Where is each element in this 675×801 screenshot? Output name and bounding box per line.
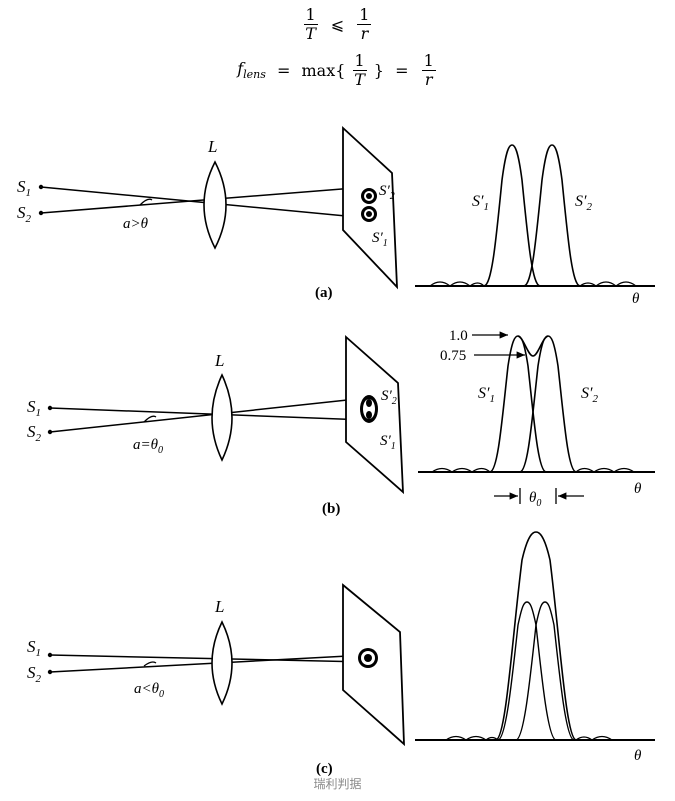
source2-label: S2 (17, 203, 32, 225)
fraction-arg: 1 T (352, 51, 367, 89)
lhs-denominator: T (305, 24, 316, 43)
lens (203, 160, 227, 250)
equals-2: = (395, 61, 409, 80)
curve1-label: S′1 (478, 385, 495, 405)
curve2 (523, 144, 581, 287)
airy-images (358, 648, 378, 668)
summed-curve (495, 531, 577, 741)
airy-images (361, 188, 377, 222)
sidelobes (431, 467, 635, 473)
angle-label: a=θ0 (133, 437, 163, 456)
curve2-label: S′2 (575, 193, 593, 213)
curve1-label: S′1 (472, 193, 489, 213)
formula-resolution-inequality: 1 T ⩽ 1 r (0, 6, 675, 43)
separation-label: θ0 (529, 490, 541, 509)
rhs-denominator: r (360, 24, 369, 43)
lhs-numerator: 1 (303, 5, 318, 25)
source1-label: S1 (17, 177, 31, 199)
panel-c: S1 S2 a<θ0 L (c) θ (27, 531, 655, 777)
curve1 (497, 601, 557, 741)
ray-1 (49, 654, 368, 663)
caption-b: (b) (322, 501, 340, 517)
equals-1: = (277, 61, 291, 80)
curve2 (519, 335, 577, 473)
curve2-label: S′2 (581, 385, 599, 405)
airy-images (360, 395, 378, 423)
level-low-label: 0.75 (440, 348, 466, 364)
angle-arc (143, 415, 157, 423)
arg-numerator: 1 (352, 51, 367, 71)
fraction-lhs: 1 T (303, 5, 318, 43)
sidelobes (429, 281, 637, 287)
close-brace: } (373, 61, 384, 80)
result-denominator: r (424, 70, 433, 89)
lens (211, 620, 233, 706)
max-function: max{ (301, 61, 346, 80)
ray-1 (49, 407, 367, 421)
level-high-label: 1.0 (449, 328, 468, 344)
fraction-rhs: 1 r (357, 5, 372, 43)
angle-label: a>θ (123, 216, 149, 232)
angle-arc (139, 198, 153, 206)
result-numerator: 1 (421, 51, 436, 71)
formula-lens-frequency: flens = max{ 1 T } = 1 r (0, 52, 675, 89)
axis-label: θ (634, 481, 642, 497)
lens-label: L (214, 351, 224, 370)
angle-label: a<θ0 (134, 681, 164, 700)
panel-a: S1 S2 a>θ L S′2 S′1 (a) θ S′1 (17, 125, 655, 307)
lens-label: L (214, 597, 224, 616)
fraction-result: 1 r (421, 51, 436, 89)
curve1 (489, 335, 547, 473)
summed-curve-dip (517, 335, 549, 357)
arg-denominator: T (354, 70, 365, 89)
source1-label: S1 (27, 637, 41, 659)
image1-label: S′1 (372, 230, 388, 249)
caption-a: (a) (315, 285, 333, 301)
sidelobes (445, 735, 613, 741)
source1-label: S1 (27, 397, 41, 419)
relation-symbol: ⩽ (330, 15, 345, 34)
axis-label: θ (634, 748, 642, 764)
rhs-numerator: 1 (357, 5, 372, 25)
ray-2 (49, 397, 367, 433)
curve2 (515, 601, 575, 741)
ray-2 (49, 654, 368, 673)
caption-c: (c) (316, 761, 333, 777)
angle-arc (143, 661, 157, 667)
curve1 (483, 144, 541, 287)
panel-b: S1 S2 a=θ0 L S′2 S′1 (b) θ 1.0 0.75 S′1 … (27, 328, 655, 517)
source2-label: S2 (27, 422, 42, 444)
lens-label: L (207, 137, 217, 156)
source2-label: S2 (27, 663, 42, 685)
lens (211, 373, 233, 462)
f-lens-symbol: flens (237, 59, 266, 82)
image2-label: S′2 (381, 388, 397, 407)
watermark: 瑞利判据 (313, 777, 362, 791)
axis-label: θ (632, 291, 640, 307)
image1-label: S′1 (380, 433, 396, 452)
image2-label: S′2 (379, 183, 395, 202)
